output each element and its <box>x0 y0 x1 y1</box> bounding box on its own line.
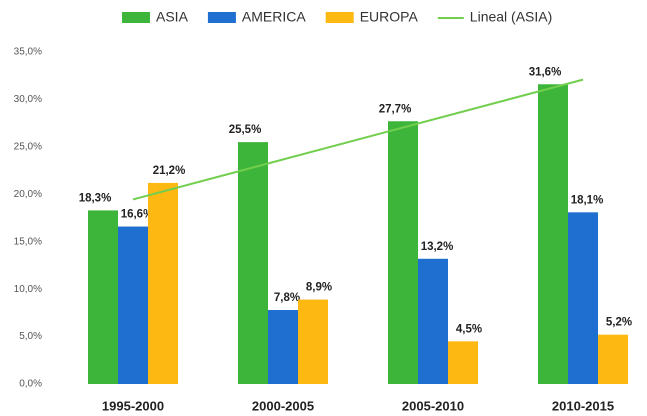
bar <box>88 210 118 384</box>
legend-label: EUROPA <box>360 9 419 25</box>
x-tick-label: 2000-2005 <box>252 398 314 413</box>
x-tick-label: 2005-2010 <box>402 398 464 413</box>
bar <box>538 84 568 384</box>
bar <box>238 142 268 384</box>
value-label: 31,6% <box>529 66 562 78</box>
y-tick-label: 10,0% <box>14 284 42 295</box>
bar <box>568 212 598 384</box>
bar <box>148 182 178 384</box>
value-label: 8,9% <box>306 282 332 294</box>
bar <box>298 299 328 384</box>
value-label: 18,1% <box>571 194 604 206</box>
value-label: 16,6% <box>121 209 154 221</box>
value-label: 27,7% <box>379 103 412 115</box>
y-tick-label: 30,0% <box>14 94 42 105</box>
legend-swatch <box>122 12 150 23</box>
legend-swatch <box>325 12 354 23</box>
value-label: 7,8% <box>274 292 300 304</box>
bar <box>598 334 628 384</box>
y-tick-label: 20,0% <box>14 189 42 200</box>
legend-label: AMERICA <box>242 9 306 25</box>
bar <box>118 226 148 384</box>
value-label: 25,5% <box>229 124 262 136</box>
value-label: 21,2% <box>153 165 186 177</box>
x-tick-label: 1995-2000 <box>102 398 164 413</box>
legend-label: Lineal (ASIA) <box>470 9 552 25</box>
y-tick-label: 35,0% <box>14 47 42 58</box>
legend-label: ASIA <box>156 9 189 25</box>
y-tick-label: 15,0% <box>14 236 42 247</box>
value-label: 4,5% <box>456 323 482 335</box>
bar <box>388 121 418 384</box>
y-tick-label: 0,0% <box>19 379 42 390</box>
value-label: 13,2% <box>421 241 454 253</box>
y-tick-label: 25,0% <box>14 141 42 152</box>
bar <box>268 310 298 384</box>
y-tick-label: 5,0% <box>19 331 42 342</box>
value-label: 5,2% <box>606 317 632 329</box>
bar <box>448 341 478 384</box>
bar <box>418 258 448 384</box>
x-tick-label: 2010-2015 <box>552 398 614 413</box>
legend-swatch <box>207 12 236 23</box>
trendline <box>132 78 584 201</box>
value-label: 18,3% <box>79 192 112 204</box>
